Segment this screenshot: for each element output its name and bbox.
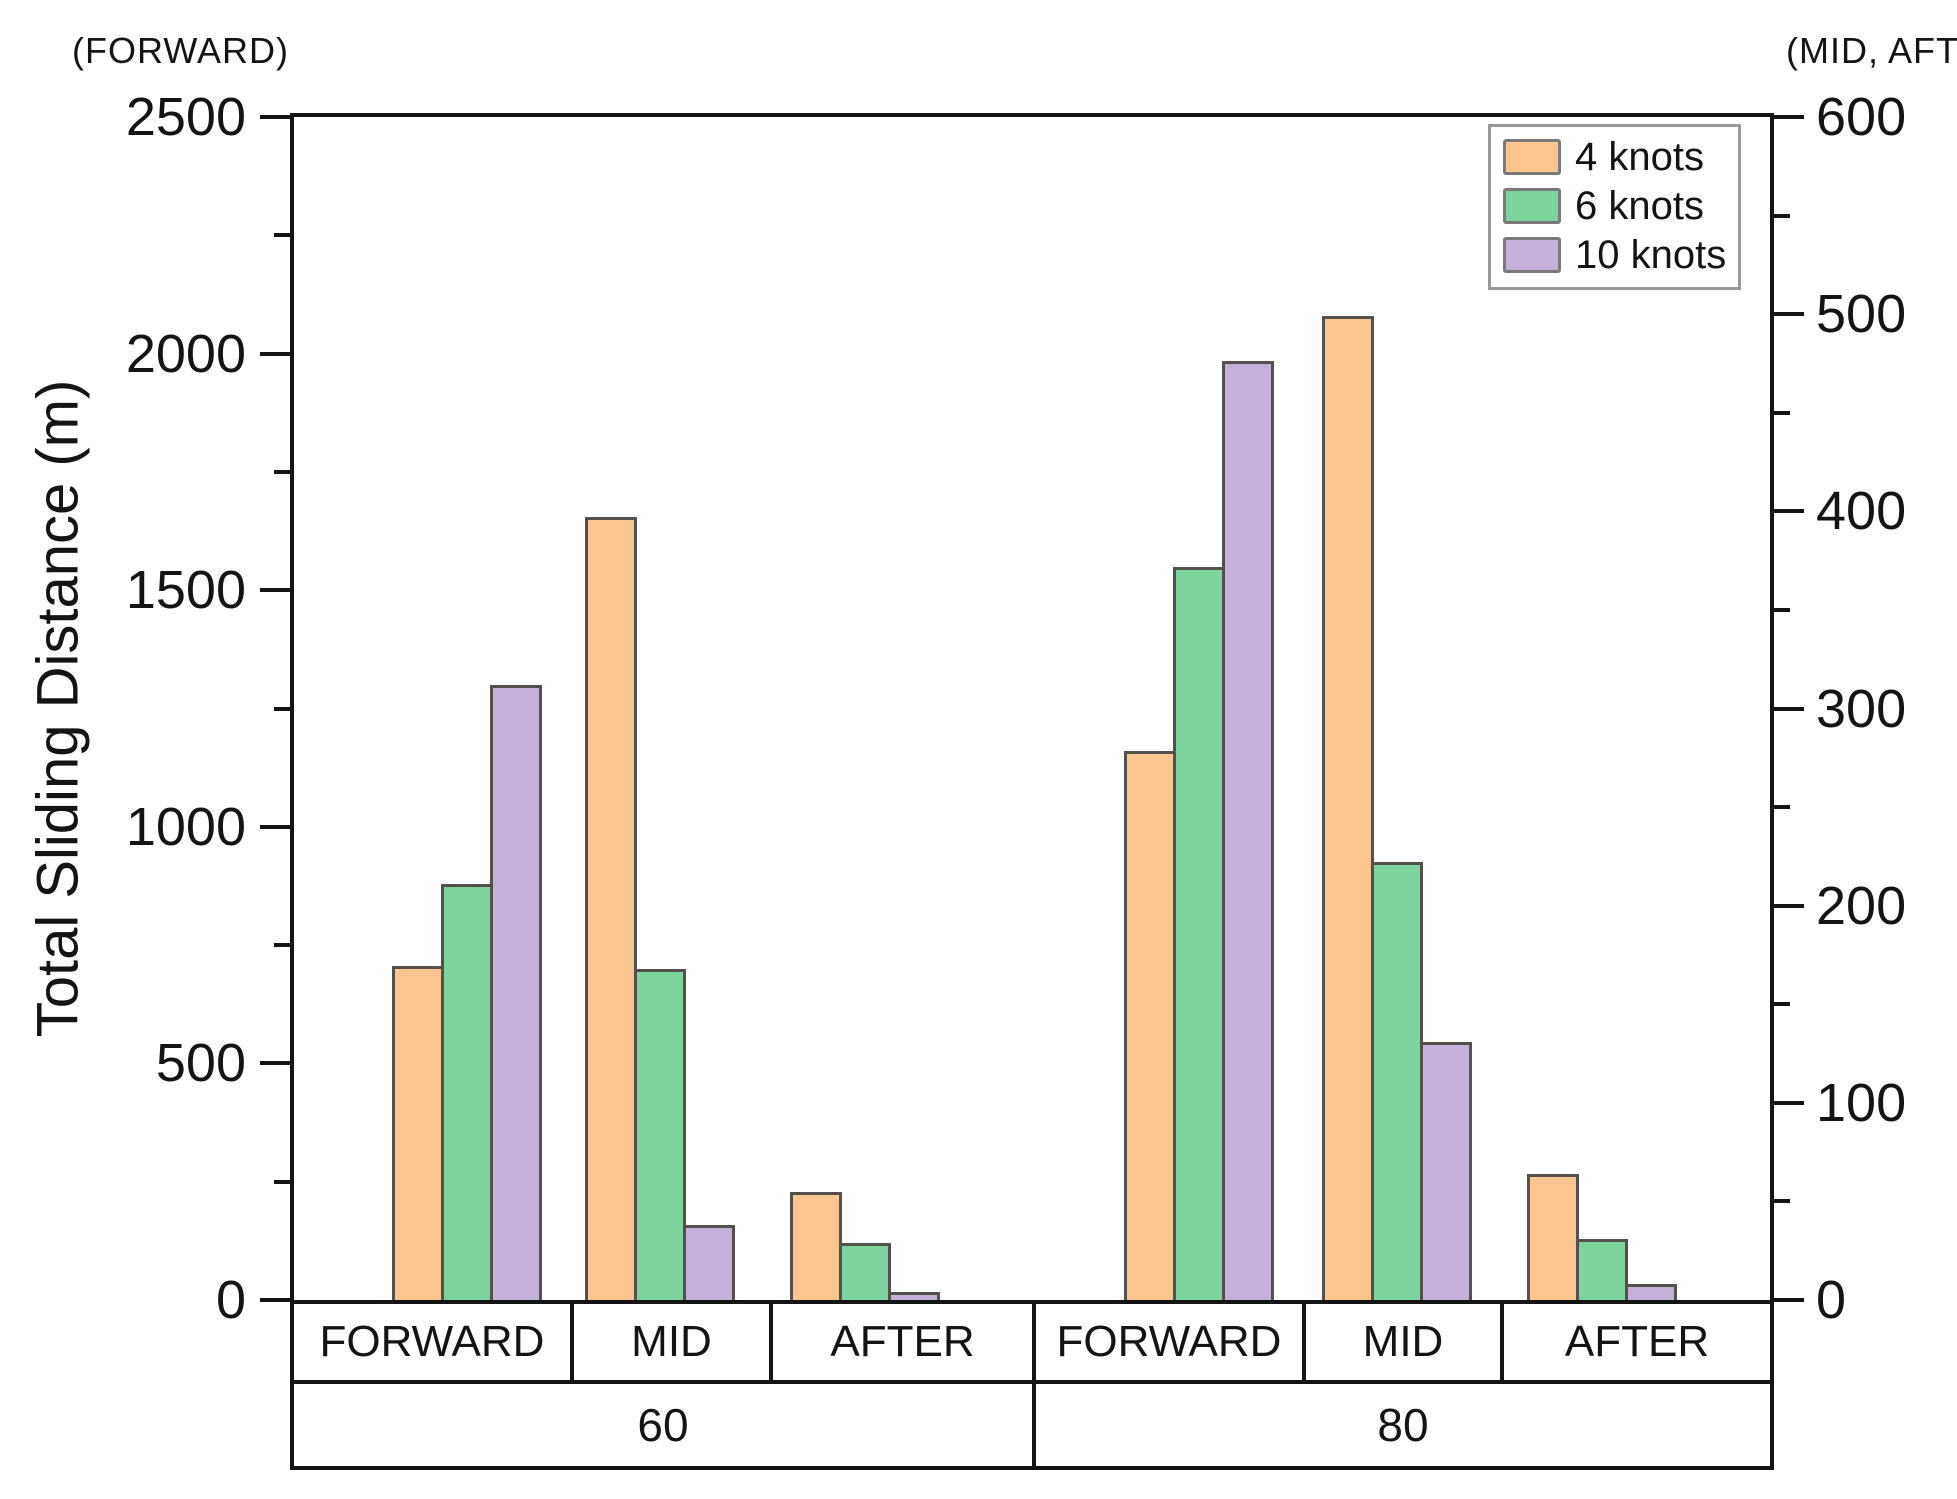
right-axis-tick-label: 200 xyxy=(1816,875,1907,936)
right-axis-tick-label: 0 xyxy=(1816,1270,1847,1330)
x-axis-speed-row: 60 80 xyxy=(294,1384,1770,1466)
left-axis-tick xyxy=(260,824,290,829)
left-axis-tick xyxy=(274,943,290,948)
left-axis-tick xyxy=(274,233,290,238)
legend-swatch-4-knots-icon xyxy=(1503,139,1561,175)
bar-80-after-4-knots xyxy=(1527,1174,1579,1300)
right-axis-tick-label: 300 xyxy=(1816,678,1907,739)
bar-60-mid-4-knots xyxy=(585,517,637,1300)
bar-60-after-4-knots xyxy=(790,1192,842,1300)
bar-60-forward-10-knots xyxy=(490,685,542,1300)
right-axis-tick xyxy=(1774,903,1804,908)
right-axis-tick-label: 100 xyxy=(1816,1072,1907,1133)
x-axis-position-label: AFTER xyxy=(769,1304,1032,1380)
left-axis-tick xyxy=(260,1298,290,1302)
right-axis-tick xyxy=(1774,1002,1790,1007)
bar-80-after-10-knots xyxy=(1625,1284,1677,1300)
bar-80-forward-6-knots xyxy=(1173,567,1225,1300)
x-axis-speed-label: 60 xyxy=(637,1399,689,1451)
x-axis-position-label: MID xyxy=(570,1304,769,1380)
legend-item: 4 knots xyxy=(1503,135,1726,179)
left-axis-tick xyxy=(260,351,290,356)
bar-80-mid-10-knots xyxy=(1420,1042,1472,1300)
bar-80-forward-10-knots xyxy=(1222,361,1274,1300)
legend-label: 6 knots xyxy=(1575,184,1704,228)
right-axis-tick-label: 600 xyxy=(1816,87,1907,147)
left-axis-tick-label: 0 xyxy=(215,1270,246,1330)
right-axis-tick xyxy=(1774,1298,1804,1302)
legend-swatch-10-knots-icon xyxy=(1503,237,1561,273)
left-axis-tick-label: 2500 xyxy=(125,87,246,147)
left-axis-tick xyxy=(274,469,290,474)
x-axis-position-label: FORWARD xyxy=(1032,1304,1302,1380)
bar-60-forward-4-knots xyxy=(392,966,444,1300)
legend-item: 10 knots xyxy=(1503,233,1726,277)
left-axis-tick xyxy=(274,706,290,711)
legend-label: 10 knots xyxy=(1575,233,1727,277)
x-axis-position-label: AFTER xyxy=(1500,1304,1770,1380)
legend-label: 4 knots xyxy=(1575,135,1704,179)
left-axis-tick xyxy=(260,1061,290,1066)
left-axis-tick-label: 1000 xyxy=(125,796,246,857)
x-axis-position-row: FORWARD MID AFTER FORWARD MID AFTER xyxy=(294,1304,1770,1384)
left-axis-tick xyxy=(274,1179,290,1184)
plot-area xyxy=(290,113,1774,1304)
bar-80-forward-4-knots xyxy=(1124,751,1176,1300)
right-axis-tick xyxy=(1774,509,1804,514)
x-axis-table: FORWARD MID AFTER FORWARD MID AFTER 60 80 xyxy=(290,1300,1774,1470)
bar-60-mid-6-knots xyxy=(634,969,686,1300)
bar-60-after-6-knots xyxy=(839,1243,891,1300)
right-axis-tick xyxy=(1774,312,1804,317)
bar-80-after-6-knots xyxy=(1576,1239,1628,1300)
x-axis-position-label: MID xyxy=(1302,1304,1500,1380)
legend-item: 6 knots xyxy=(1503,184,1726,228)
x-axis-position-label: FORWARD xyxy=(319,1317,545,1366)
right-axis-note: (MID, AFT) xyxy=(1786,30,1957,71)
bar-60-forward-6-knots xyxy=(441,884,493,1300)
right-axis-tick xyxy=(1774,1100,1804,1105)
left-axis-tick-label: 1500 xyxy=(125,560,246,621)
y-axis-title-wrap: Total Sliding Distance (m) xyxy=(18,117,98,1300)
plot-bars-layer xyxy=(294,117,1770,1300)
right-axis-tick xyxy=(1774,805,1790,810)
right-axis-tick xyxy=(1774,115,1804,119)
left-axis-tick xyxy=(260,115,290,119)
legend: 4 knots 6 knots 10 knots xyxy=(1488,124,1742,290)
right-axis-tick xyxy=(1774,706,1804,711)
bar-60-mid-10-knots xyxy=(683,1225,735,1300)
right-axis-tick-label: 500 xyxy=(1816,284,1907,345)
bar-80-mid-6-knots xyxy=(1371,862,1423,1300)
y-axis-title: Total Sliding Distance (m) xyxy=(25,379,91,1038)
bar-60-after-10-knots xyxy=(888,1292,940,1300)
right-axis-tick xyxy=(1774,410,1790,415)
right-axis-tick xyxy=(1774,213,1790,218)
left-axis-tick xyxy=(260,588,290,593)
bar-80-mid-4-knots xyxy=(1322,316,1374,1300)
right-axis-tick-label: 400 xyxy=(1816,481,1907,542)
right-axis-tick xyxy=(1774,1199,1790,1204)
right-axis-tick xyxy=(1774,607,1790,612)
x-axis-speed-label: 80 xyxy=(1032,1384,1770,1466)
legend-swatch-6-knots-icon xyxy=(1503,188,1561,224)
left-axis-tick-label: 500 xyxy=(155,1033,246,1094)
left-axis-note: (FORWARD) xyxy=(72,30,289,71)
left-axis-tick-label: 2000 xyxy=(125,323,246,384)
